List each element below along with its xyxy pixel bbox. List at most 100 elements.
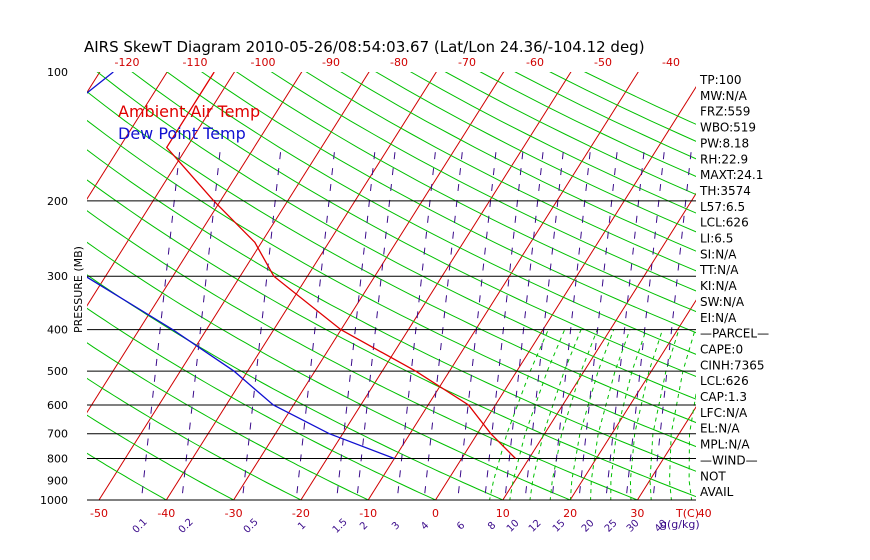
mixing-ratio-line — [605, 147, 645, 500]
pressure-label: 100 — [47, 66, 68, 79]
dry-adiabat-line — [201, 72, 696, 334]
profiles — [87, 72, 516, 460]
mixing-ratio-line — [396, 147, 437, 500]
bottom-tick-label: 20 — [563, 507, 577, 520]
pressure-label: 300 — [47, 270, 68, 283]
dry-adiabat-line — [87, 414, 235, 500]
moist-adiabat-line — [489, 329, 549, 500]
isotherm-line — [87, 72, 303, 414]
dry-adiabat-line — [87, 241, 572, 500]
dry-adiabat-line — [340, 72, 696, 252]
dry-adiabat-line — [87, 91, 696, 424]
isotherm-line — [766, 52, 870, 509]
index-label: WBO:519 — [700, 121, 756, 135]
moist-adiabat-line — [569, 329, 615, 500]
mixing-ratio-label: 15 — [551, 518, 568, 535]
isotherm-line — [98, 72, 370, 500]
index-label: RH:22.9 — [700, 152, 748, 166]
dry-adiabat-line — [87, 149, 696, 472]
index-label: PW:8.18 — [700, 136, 749, 150]
moist-adiabat-line — [549, 329, 598, 500]
mixing-ratio-label: 10 — [505, 518, 522, 535]
chart-title: AIRS SkewT Diagram 2010-05-26/08:54:03.6… — [84, 38, 645, 56]
index-label: AVAIL — [700, 485, 734, 499]
mixing-ratio-label: 4 — [419, 520, 431, 532]
bottom-tick-label: 0 — [432, 507, 439, 520]
bottom-tick-label: -10 — [359, 507, 377, 520]
index-label: NOT — [700, 469, 726, 483]
isotherm-line — [434, 86, 696, 500]
index-label: LCL:626 — [700, 216, 749, 230]
isotherm-line — [367, 72, 639, 500]
bottom-tick-label: -50 — [90, 507, 108, 520]
dewpoint-profile-line — [87, 72, 395, 460]
dry-adiabat-line — [235, 72, 696, 313]
axis-ticks: -120 -110 -100 -90 -80 -70 -60 -50 -40-50 -40 -30-… — [40, 56, 712, 536]
y-axis-label: PRESSURE (MB) — [72, 246, 85, 333]
mixing-ratio-line — [423, 147, 464, 500]
mixing-ratio-line — [457, 147, 497, 500]
top-tick-label: -60 — [526, 56, 544, 69]
bottom-tick-label: -20 — [292, 507, 310, 520]
mixing-ratio-line — [295, 147, 336, 500]
top-tick-label: -90 — [322, 56, 340, 69]
dry-adiabat-line — [305, 72, 696, 272]
isotherm-line — [87, 72, 235, 307]
dry-adiabat-line — [166, 72, 696, 355]
isotherm-line — [569, 299, 696, 500]
temp-profile-line — [165, 72, 516, 459]
mixing-ratio-line — [336, 147, 376, 500]
mixing-ratio-line — [551, 147, 592, 500]
dry-adiabat-line — [87, 342, 370, 500]
legend-temp: Ambient Air Temp — [118, 102, 260, 121]
pressure-label: 200 — [47, 195, 68, 208]
dry-adiabat-line — [87, 452, 168, 500]
pressure-label: 500 — [47, 365, 68, 378]
dry-adiabat-line — [87, 274, 505, 500]
mixing-ratio-label: 8 — [486, 520, 498, 532]
dry-adiabat-line — [131, 72, 696, 377]
legend-dew: Dew Point Temp — [118, 124, 246, 143]
bottom-tick-label: 40 — [698, 507, 712, 520]
index-label: KI:N/A — [700, 279, 737, 293]
mix-unit-label: g(g/kg) — [660, 518, 700, 531]
dry-adiabat-line — [87, 307, 437, 500]
dry-adiabat-line — [270, 72, 696, 292]
mixing-ratio-label: 25 — [603, 518, 620, 535]
index-label: TP:100 — [699, 73, 742, 87]
mixing-ratio-label: 0.5 — [242, 517, 261, 536]
mixing-ratio-label: 1.5 — [331, 517, 350, 536]
dry-adiabat-line — [96, 72, 696, 400]
mixing-ratio-line — [504, 147, 545, 500]
bottom-tick-label: -40 — [157, 507, 175, 520]
pressure-label: 400 — [47, 324, 68, 337]
index-label: LFC:N/A — [700, 406, 748, 420]
mixing-ratio-line — [625, 147, 666, 500]
moist-adiabat-line — [509, 329, 566, 500]
top-tick-label: -70 — [458, 56, 476, 69]
isotherm-line — [0, 52, 45, 509]
index-label: SI:N/A — [700, 247, 737, 261]
index-label: —PARCEL— — [700, 327, 769, 341]
mixing-ratio-label: 0.2 — [177, 517, 196, 536]
isotherm-line — [834, 52, 870, 509]
isobars — [87, 200, 696, 501]
mixing-ratio-label: 1 — [296, 520, 308, 532]
pressure-label: 1000 — [40, 494, 68, 507]
t-unit-label: T(C) — [675, 507, 699, 520]
pressure-label: 900 — [47, 474, 68, 487]
top-tick-label: -80 — [390, 56, 408, 69]
index-label: EL:N/A — [700, 422, 740, 436]
mixing-ratio-label: 0.1 — [131, 517, 150, 536]
moist-adiabat-line — [668, 329, 696, 500]
moist-adiabat-line — [529, 329, 582, 500]
mixing-ratio-label: 30 — [625, 518, 642, 535]
isotherm-line — [502, 192, 696, 500]
pressure-label: 800 — [47, 453, 68, 466]
index-label: TT:N/A — [699, 263, 739, 277]
moist-adiabat-line — [590, 329, 631, 500]
dry-adiabat-line — [87, 179, 696, 498]
index-label: LCL:626 — [700, 374, 749, 388]
